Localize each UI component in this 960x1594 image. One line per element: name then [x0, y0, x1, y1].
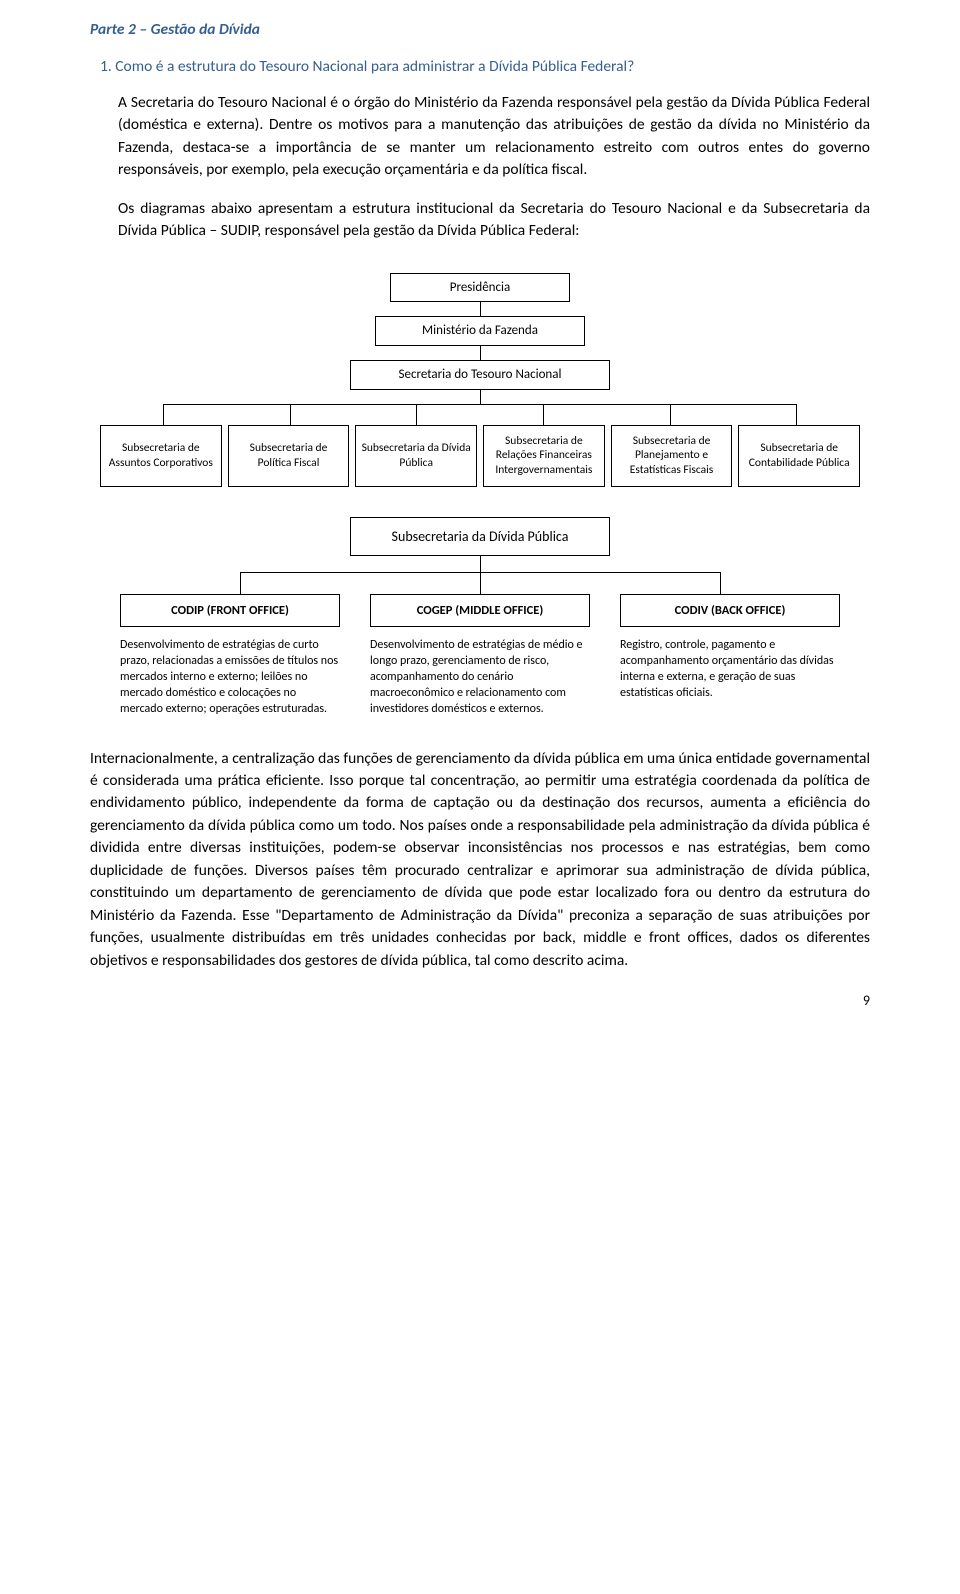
- org-leaf-5: Subsecretaria de Contabilidade Pública: [738, 425, 860, 487]
- office-codiv: CODIV (BACK OFFICE) Registro, controle, …: [620, 594, 840, 718]
- org-leaf-3: Subsecretaria de Relações Financeiras In…: [483, 425, 605, 487]
- office-cogep-desc: Desenvolvimento de estratégias de médio …: [370, 637, 590, 718]
- office-codiv-title: CODIV (BACK OFFICE): [620, 594, 840, 627]
- office-codip: CODIP (FRONT OFFICE) Desenvolvimento de …: [120, 594, 340, 718]
- org-leaf-0: Subsecretaria de Assuntos Corporativos: [100, 425, 222, 487]
- office-cogep: COGEP (MIDDLE OFFICE) Desenvolvimento de…: [370, 594, 590, 718]
- org-leaf-2: Subsecretaria da Dívida Pública: [355, 425, 477, 487]
- paragraph-2: Os diagramas abaixo apresentam a estrutu…: [118, 198, 870, 243]
- org-leaf-4: Subsecretaria de Planejamento e Estatíst…: [611, 425, 733, 487]
- org-node-sudip: Subsecretaria da Dívida Pública: [350, 517, 610, 556]
- office-codiv-desc: Registro, controle, pagamento e acompanh…: [620, 637, 840, 702]
- org-node-presidencia: Presidência: [390, 273, 570, 303]
- org-leaf-1: Subsecretaria de Política Fiscal: [228, 425, 350, 487]
- part-title: Parte 2 – Gestão da Dívida: [90, 20, 870, 39]
- office-cogep-title: COGEP (MIDDLE OFFICE): [370, 594, 590, 627]
- org-chart-sudip: Subsecretaria da Dívida Pública CODIP (F…: [120, 517, 840, 718]
- org-node-ministerio: Ministério da Fazenda: [375, 316, 585, 346]
- org-node-stn: Secretaria do Tesouro Nacional: [350, 360, 610, 390]
- org-chart-stn: Presidência Ministério da Fazenda Secret…: [100, 273, 860, 487]
- question-title: 1. Como é a estrutura do Tesouro Naciona…: [100, 57, 870, 76]
- paragraph-3: Internacionalmente, a centralização das …: [90, 748, 870, 973]
- page-number: 9: [90, 992, 870, 1009]
- paragraph-1: A Secretaria do Tesouro Nacional é o órg…: [118, 92, 870, 182]
- office-codip-desc: Desenvolvimento de estratégias de curto …: [120, 637, 340, 718]
- office-codip-title: CODIP (FRONT OFFICE): [120, 594, 340, 627]
